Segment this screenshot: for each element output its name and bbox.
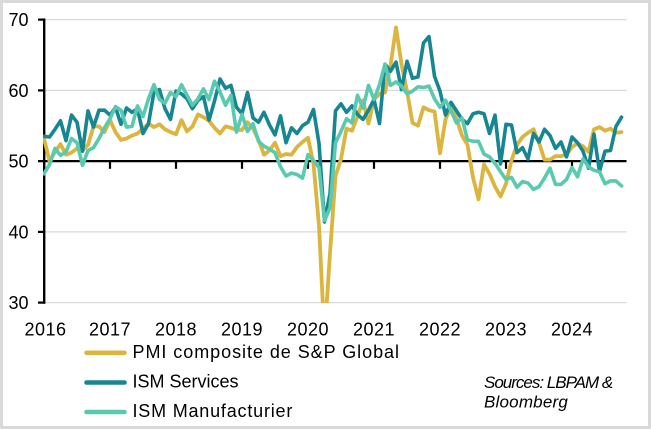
svg-text:40: 40	[8, 222, 28, 242]
svg-text:2017: 2017	[89, 320, 131, 340]
svg-text:ISM Manufacturier: ISM Manufacturier	[133, 401, 294, 421]
svg-text:30: 30	[8, 293, 28, 313]
svg-text:2021: 2021	[353, 320, 395, 340]
svg-text:Bloomberg: Bloomberg	[484, 393, 568, 412]
svg-text:60: 60	[8, 81, 28, 101]
svg-text:2024: 2024	[551, 320, 593, 340]
svg-text:2018: 2018	[155, 320, 197, 340]
svg-text:PMI composite de S&P Global: PMI composite de S&P Global	[133, 342, 400, 362]
svg-text:70: 70	[8, 10, 28, 30]
svg-text:2016: 2016	[24, 320, 66, 340]
svg-text:2019: 2019	[221, 320, 263, 340]
svg-text:ISM Services: ISM Services	[133, 372, 239, 392]
svg-text:Sources: LBPAM &: Sources: LBPAM &	[484, 373, 613, 392]
svg-text:50: 50	[8, 152, 28, 172]
svg-text:2023: 2023	[485, 320, 527, 340]
svg-text:2022: 2022	[419, 320, 461, 340]
svg-text:2020: 2020	[287, 320, 329, 340]
